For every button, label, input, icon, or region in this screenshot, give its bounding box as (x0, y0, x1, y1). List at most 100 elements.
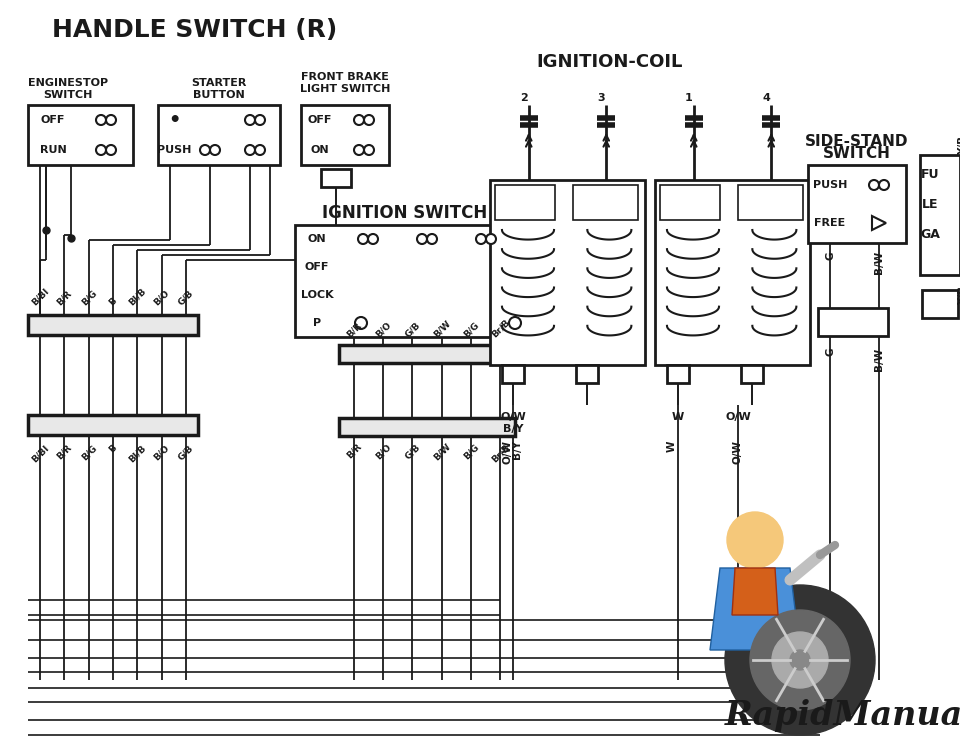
Text: OFF: OFF (305, 262, 329, 272)
Text: B/W: B/W (431, 442, 452, 463)
Bar (575, 365, 597, 383)
Circle shape (869, 180, 879, 190)
Circle shape (106, 145, 116, 155)
Text: GA: GA (920, 229, 940, 241)
Text: SWITCH: SWITCH (823, 147, 891, 162)
Text: B/W: B/W (874, 251, 884, 274)
Polygon shape (732, 568, 778, 615)
Circle shape (354, 145, 364, 155)
Bar (818, 308, 888, 336)
Text: LOCK: LOCK (300, 290, 333, 300)
Text: G: G (825, 251, 835, 259)
Bar (158, 105, 280, 165)
Text: 2: 2 (520, 93, 528, 103)
Text: B/O: B/O (373, 442, 393, 461)
Circle shape (255, 115, 265, 125)
Circle shape (358, 234, 368, 244)
Text: LIGHT SWITCH: LIGHT SWITCH (300, 84, 390, 94)
Text: B/O: B/O (152, 443, 171, 462)
Text: P: P (313, 318, 321, 328)
Text: BI/B: BI/B (127, 286, 148, 307)
Text: W: W (672, 412, 684, 422)
Circle shape (427, 234, 437, 244)
Circle shape (106, 115, 116, 125)
Text: LE: LE (922, 198, 938, 212)
Text: B/W: B/W (431, 319, 452, 339)
Text: Y/B: Y/B (958, 285, 960, 305)
Bar (301, 105, 389, 165)
Circle shape (486, 234, 496, 244)
Circle shape (245, 145, 255, 155)
Bar (28, 315, 198, 335)
Text: OFF: OFF (41, 115, 65, 125)
Text: G/B: G/B (403, 320, 421, 339)
Text: B/G: B/G (462, 320, 480, 339)
Text: SIDE-STAND: SIDE-STAND (805, 133, 909, 148)
Text: B/G: B/G (80, 288, 98, 307)
Text: BI/B: BI/B (127, 443, 148, 464)
Circle shape (417, 234, 427, 244)
Text: ENGINESTOP: ENGINESTOP (28, 78, 108, 88)
Text: B/G: B/G (462, 442, 480, 460)
Bar (667, 365, 689, 383)
Bar (740, 365, 762, 383)
Circle shape (96, 145, 106, 155)
Circle shape (355, 317, 367, 329)
Text: O/W: O/W (500, 412, 526, 422)
Text: •: • (168, 110, 180, 130)
Text: HANDLE SWITCH (R): HANDLE SWITCH (R) (53, 18, 338, 42)
Circle shape (476, 234, 486, 244)
Circle shape (354, 115, 364, 125)
Circle shape (255, 145, 265, 155)
Text: O/W: O/W (725, 412, 751, 422)
Text: B: B (108, 443, 119, 454)
Circle shape (727, 512, 783, 568)
Text: FREE: FREE (814, 218, 846, 228)
Text: PUSH: PUSH (813, 180, 847, 190)
Text: G: G (825, 348, 835, 357)
Text: W: W (667, 440, 677, 451)
Text: B/BI: B/BI (30, 443, 51, 464)
Text: O/W: O/W (732, 440, 742, 464)
Text: SWITCH: SWITCH (43, 90, 93, 100)
Text: B/O: B/O (373, 320, 393, 339)
Text: 1: 1 (684, 93, 692, 103)
Text: B: B (108, 296, 119, 307)
Text: Y/B: Y/B (958, 136, 960, 154)
Text: FU: FU (921, 168, 939, 182)
Circle shape (772, 632, 828, 688)
Text: B/O: B/O (152, 288, 171, 307)
Circle shape (96, 115, 106, 125)
Circle shape (727, 512, 783, 568)
Bar (339, 345, 515, 363)
Text: STARTER: STARTER (191, 78, 247, 88)
Bar (808, 165, 906, 243)
Circle shape (245, 115, 255, 125)
Text: RapidManuals: RapidManuals (725, 699, 960, 732)
Circle shape (210, 145, 220, 155)
Bar (321, 169, 351, 187)
Bar (920, 155, 960, 275)
Text: OFF: OFF (308, 115, 332, 125)
Polygon shape (872, 216, 886, 230)
Bar (922, 290, 958, 318)
Text: BUTTON: BUTTON (193, 90, 245, 100)
Text: FRONT BRAKE: FRONT BRAKE (301, 72, 389, 82)
Bar (737, 185, 803, 220)
Text: B/Y: B/Y (512, 440, 522, 459)
Text: G/B: G/B (403, 442, 421, 460)
Polygon shape (710, 568, 800, 650)
Bar (495, 185, 555, 220)
Bar (339, 418, 515, 436)
Text: B/BI: B/BI (30, 286, 51, 307)
Circle shape (364, 115, 374, 125)
Bar (295, 225, 515, 337)
Bar (490, 180, 645, 365)
Text: 3: 3 (597, 93, 605, 103)
Text: B/W: B/W (874, 348, 884, 371)
Circle shape (725, 585, 875, 735)
Text: O/W: O/W (502, 440, 512, 464)
Circle shape (509, 317, 521, 329)
Text: ON: ON (311, 145, 329, 155)
Circle shape (879, 180, 889, 190)
